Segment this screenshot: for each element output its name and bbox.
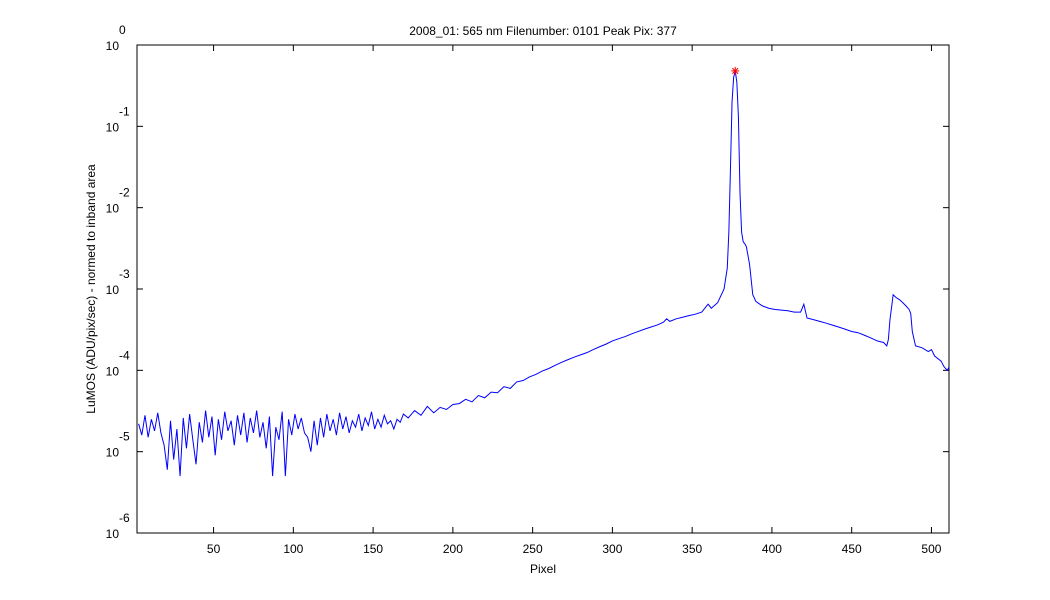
x-axis-label: Pixel <box>530 562 556 576</box>
plot-area <box>136 44 950 534</box>
y-tick-exponent: 0 <box>119 23 126 37</box>
x-tick-label: 300 <box>602 542 622 556</box>
y-tick-exponent: -5 <box>119 430 130 444</box>
peak-marker-stroke <box>732 67 739 75</box>
y-tick-label: 10 <box>106 527 120 541</box>
y-tick-exponent: -1 <box>119 104 130 118</box>
x-tick-label: 150 <box>363 542 383 556</box>
x-tick-label: 200 <box>443 542 463 556</box>
x-tick-label: 100 <box>283 542 303 556</box>
chart-title: 2008_01: 565 nm Filenumber: 0101 Peak Pi… <box>409 24 677 38</box>
x-tick-label: 350 <box>682 542 702 556</box>
x-tick-label: 400 <box>762 542 782 556</box>
y-tick-exponent: -2 <box>119 186 130 200</box>
y-tick-exponent: -6 <box>119 511 130 525</box>
y-tick-label: 10 <box>106 283 120 297</box>
peak-marker <box>731 66 740 75</box>
x-tick-label: 500 <box>921 542 941 556</box>
y-tick-exponent: -3 <box>119 267 130 281</box>
y-tick-label: 10 <box>106 120 120 134</box>
y-tick-label: 10 <box>106 364 120 378</box>
data-line <box>138 70 950 477</box>
y-axis-label: LuMOS (ADU/pix/sec) - normed to inband a… <box>84 164 98 414</box>
x-tick-label: 450 <box>842 542 862 556</box>
y-tick-label: 10 <box>106 39 120 53</box>
y-tick-label: 10 <box>106 446 120 460</box>
y-tick-exponent: -4 <box>119 348 130 362</box>
y-tick-label: 10 <box>106 202 120 216</box>
x-tick-label: 250 <box>523 542 543 556</box>
x-tick-label: 50 <box>207 542 221 556</box>
